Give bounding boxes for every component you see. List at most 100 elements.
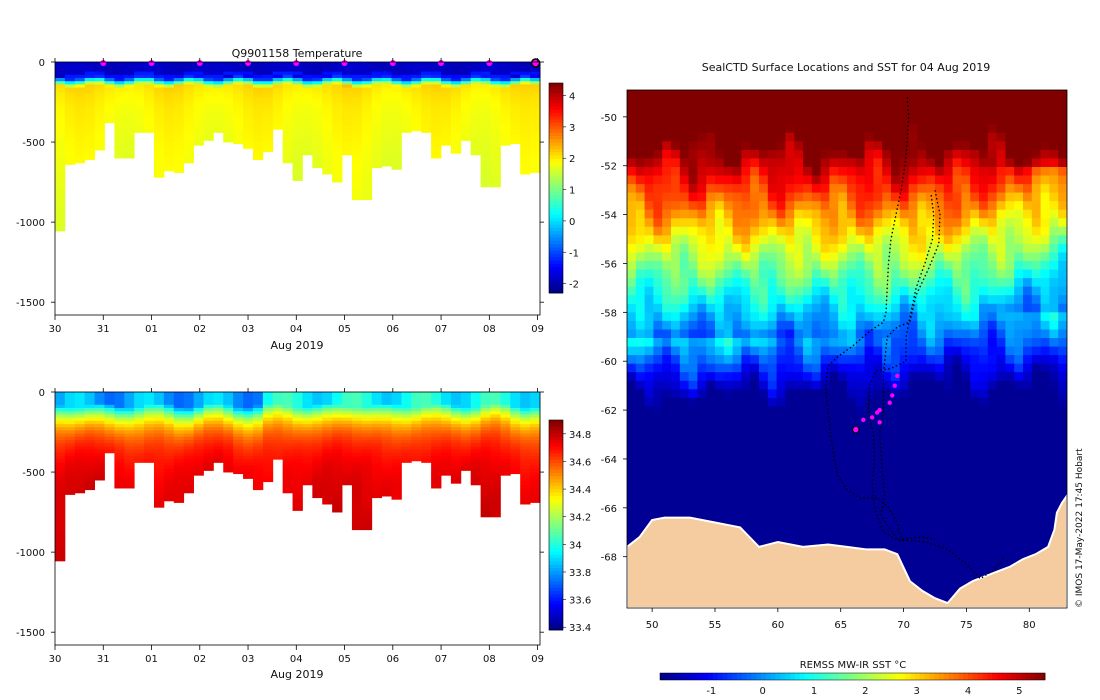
section-cell [401,436,412,441]
section-cell [233,81,244,85]
section-cell [292,90,303,95]
section-cell [173,468,185,473]
sst-cell [1058,124,1067,134]
section-cell [391,484,402,489]
sst-cell [908,312,918,322]
section-cell [262,404,274,409]
sst-cell [873,124,883,134]
section-cell [243,446,254,451]
section-cell [530,497,541,502]
section-cell [450,452,462,457]
section-cell [302,110,313,114]
sst-cell [794,363,804,373]
section-cell [163,392,175,396]
section-cell [470,395,482,399]
sst-cell [996,338,1006,348]
sst-cell [970,107,980,117]
section-cell [252,122,264,127]
sst-cell [741,107,751,117]
section-cell [322,97,333,101]
section-cell [74,97,86,101]
section-cell [173,484,185,489]
section-cell [411,84,422,89]
section-cell [381,436,392,441]
section-cell [114,443,125,447]
section-cell [203,395,214,399]
sst-cell [979,346,989,356]
sst-cell [732,141,742,151]
sst-cell [767,192,778,202]
sst-cell [767,175,778,185]
sst-cell [996,218,1006,228]
section-cell [470,404,482,409]
section-cell [361,456,373,460]
section-cell [342,436,353,441]
sst-cell [653,167,663,177]
section-cell [84,142,95,146]
sst-cell [970,115,980,125]
sst-cell [679,132,690,142]
section-cell [272,452,284,457]
sst-cell [970,167,980,177]
section-cell [431,71,442,76]
section-cell [292,158,303,162]
sst-cell [794,218,804,228]
sst-cell [970,235,980,245]
sst-cell [785,243,795,253]
section-cell [431,78,442,82]
section-cell [233,106,244,111]
sst-cell [1040,338,1050,348]
section-cell [391,395,402,399]
sst-cell [882,132,892,142]
section-cell [243,81,254,85]
section-cell [193,440,204,444]
section-cell [470,100,482,105]
sst-cell [987,243,998,253]
sst-cell [943,192,954,202]
sst-cell [899,372,910,382]
section-cell [144,411,155,415]
section-cell [480,411,491,415]
sst-cell [671,132,681,142]
section-cell [312,103,323,108]
section-cell [332,440,343,444]
section-cell [193,462,204,467]
sst-cell [1023,252,1033,262]
sst-cell [1040,149,1050,159]
section-cell [361,417,373,422]
sst-cell [970,243,980,253]
section-cell [431,97,442,101]
section-cell [114,148,125,153]
section-cell [351,516,363,521]
sst-cell [1040,141,1050,151]
sst-cell [1040,372,1050,382]
section-cell [282,424,293,428]
section-cell [520,414,531,419]
sst-cell [1031,295,1042,305]
sst-cell [811,90,822,100]
sst-cell [882,226,892,236]
sst-cell [1023,329,1033,339]
section-cell [262,417,274,422]
section-cell [243,433,254,438]
section-cell [431,433,442,438]
section-cell [203,84,214,89]
section-cell [94,446,105,451]
section-cell [351,110,363,114]
sst-cell [987,235,998,245]
section-cell [520,404,531,409]
section-cell [104,440,115,444]
section-cell [55,106,66,111]
section-cell [500,129,511,133]
sst-cell [688,201,698,211]
section-cell [64,411,76,415]
section-cell [342,94,353,98]
section-cell [243,119,254,124]
section-cell [104,119,115,124]
section-cell [153,170,165,175]
section-cell [500,119,511,124]
section-cell [381,398,392,403]
sst-cell [785,90,795,100]
temperature-x-label: Aug 2019 [271,339,324,352]
sst-cell [785,209,795,219]
